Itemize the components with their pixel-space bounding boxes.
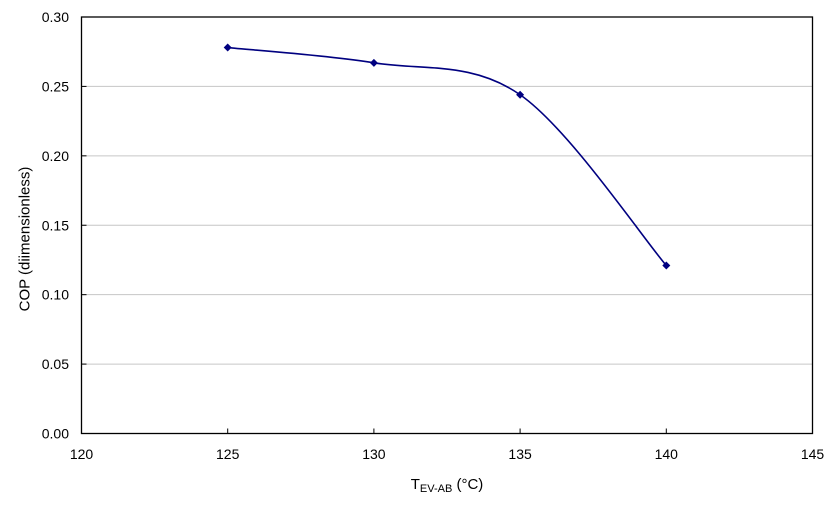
x-tick-label: 145 xyxy=(801,446,825,462)
x-axis-title: TEV-AB (°C) xyxy=(410,476,484,495)
x-axis-title-symbol: T xyxy=(410,476,420,493)
y-axis-title: COP (diimensionless) xyxy=(16,166,34,312)
data-point-marker xyxy=(662,261,671,270)
y-tick-label: 0.00 xyxy=(42,426,69,442)
y-tick-label: 0.15 xyxy=(42,217,69,233)
data-point-marker xyxy=(516,90,525,99)
data-point-marker xyxy=(223,43,232,52)
x-tick-label: 130 xyxy=(362,446,386,462)
x-tick-label: 120 xyxy=(70,446,94,462)
x-tick-label: 135 xyxy=(508,446,532,462)
x-tick-label: 125 xyxy=(216,446,240,462)
x-axis-title-units: (°C) xyxy=(452,476,484,493)
data-point-marker xyxy=(369,58,378,67)
y-tick-label: 0.10 xyxy=(42,287,69,303)
y-tick-label: 0.05 xyxy=(42,356,69,372)
x-axis-title-subscript: EV-AB xyxy=(419,483,453,495)
x-tick-label: 140 xyxy=(655,446,679,462)
y-tick-label: 0.30 xyxy=(42,9,69,25)
data-series-line xyxy=(227,46,667,267)
y-tick-label: 0.25 xyxy=(42,78,69,94)
y-tick-label: 0.20 xyxy=(42,148,69,164)
